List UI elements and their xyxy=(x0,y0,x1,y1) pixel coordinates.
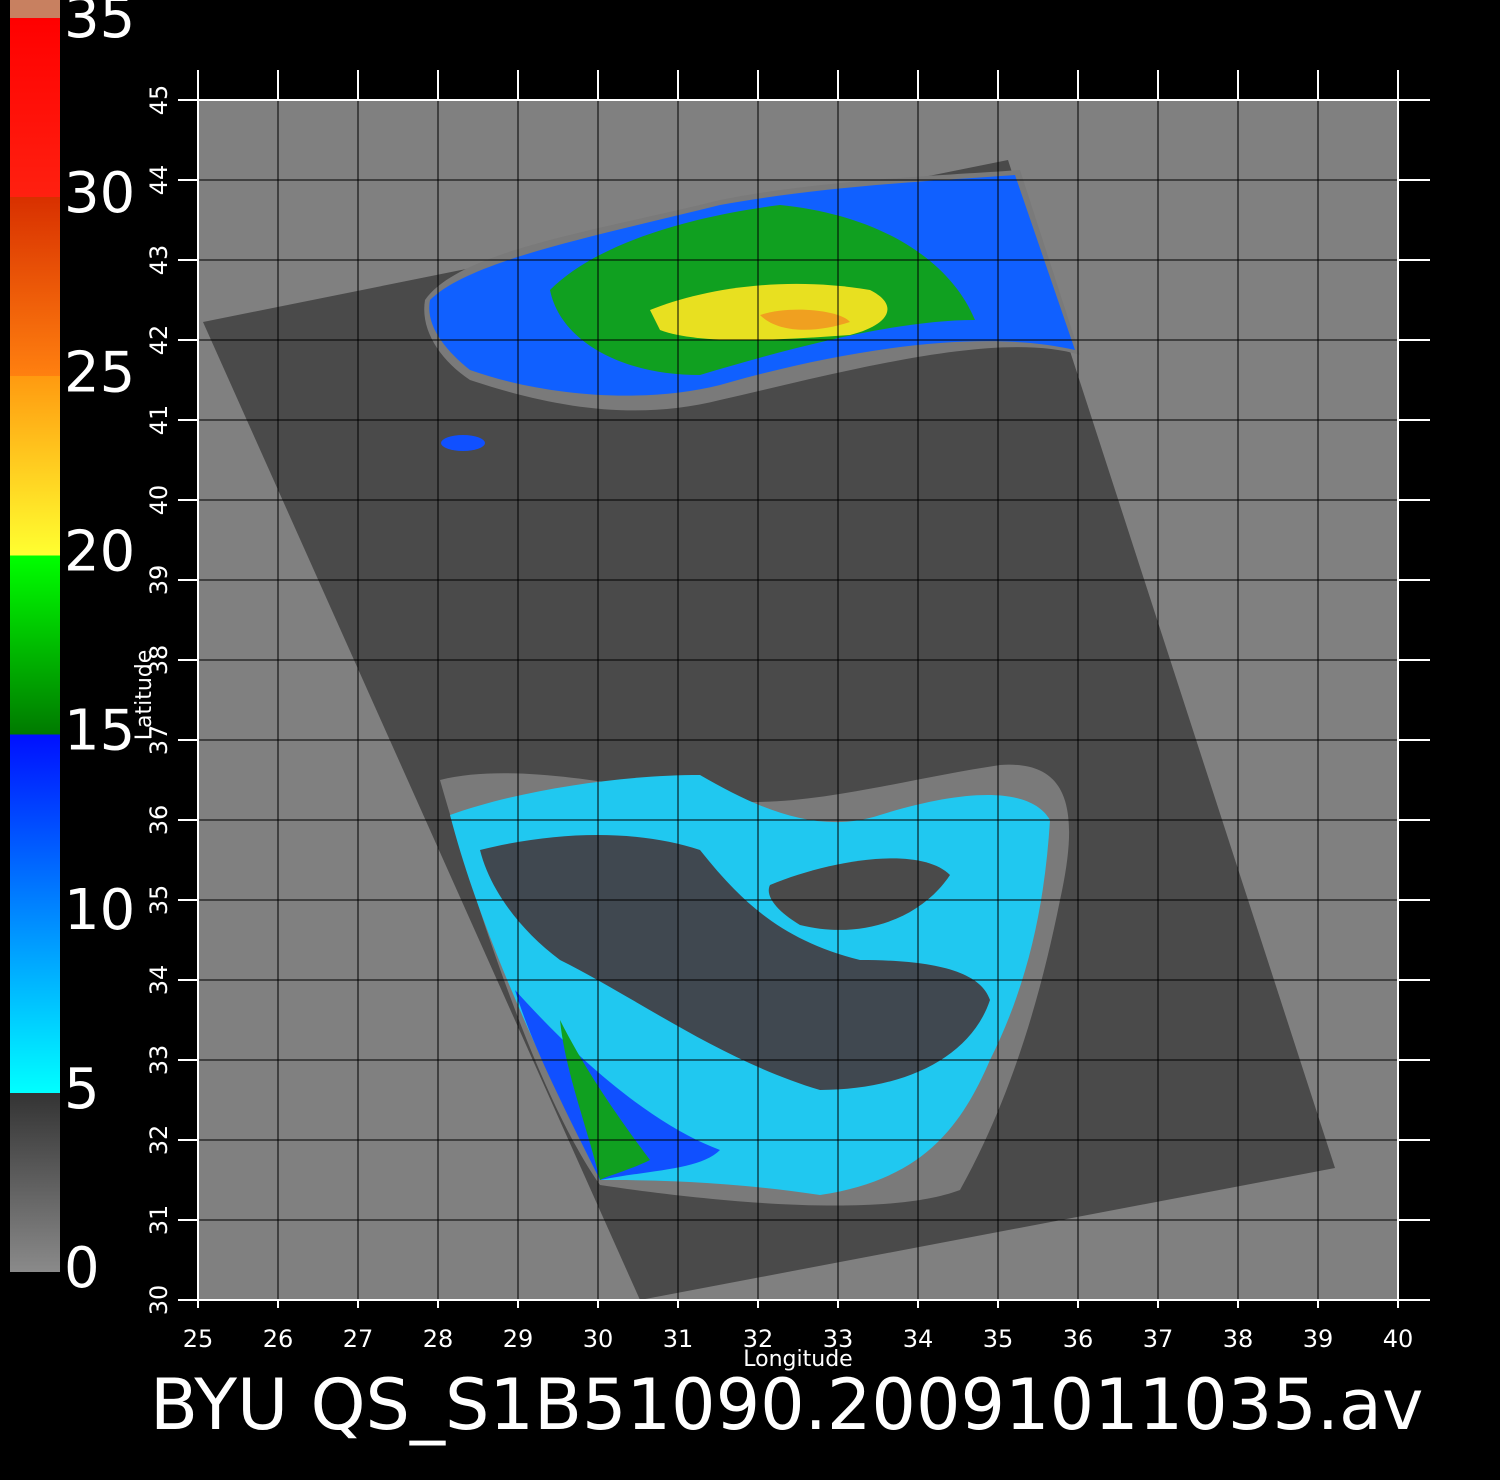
map-title: BYU QS_S1B51090.20091011035.av xyxy=(150,1364,1423,1446)
colorbar-tick-label: 25 xyxy=(64,340,135,405)
x-tick-label: 29 xyxy=(503,1325,534,1353)
colorbar-tick-label: 0 xyxy=(64,1236,100,1301)
x-tick-label: 39 xyxy=(1303,1325,1334,1353)
y-tick-label: 38 xyxy=(145,645,173,676)
north-max-winds xyxy=(760,309,850,330)
y-tick-label: 36 xyxy=(145,805,173,836)
south-coastal-jet xyxy=(515,990,720,1180)
x-tick-label: 40 xyxy=(1383,1325,1414,1353)
island-shadow xyxy=(768,858,950,930)
y-tick-label: 43 xyxy=(145,245,173,276)
colorbar-tick-label: 30 xyxy=(64,161,135,226)
x-tick-label: 38 xyxy=(1223,1325,1254,1353)
x-tick-label: 32 xyxy=(743,1325,774,1353)
x-tick-label: 30 xyxy=(583,1325,614,1353)
y-tick-label: 39 xyxy=(145,565,173,596)
y-tick-label: 44 xyxy=(145,165,173,196)
x-tick-label: 37 xyxy=(1143,1325,1174,1353)
colorbar-tick-label: 35 xyxy=(64,0,135,51)
y-tick-label: 31 xyxy=(145,1205,173,1236)
colorbar-tick-label: 15 xyxy=(64,699,135,764)
y-tick-label: 35 xyxy=(145,885,173,916)
y-tick-label: 33 xyxy=(145,1045,173,1076)
x-tick-label: 33 xyxy=(823,1325,854,1353)
y-tick-label: 42 xyxy=(145,325,173,356)
y-tick-label: 32 xyxy=(145,1125,173,1156)
x-tick-label: 36 xyxy=(1063,1325,1094,1353)
x-tick-label: 25 xyxy=(183,1325,214,1353)
colorbar xyxy=(10,0,60,1272)
y-tick-label: 34 xyxy=(145,965,173,996)
y-tick-label: 30 xyxy=(145,1285,173,1316)
x-tick-label: 26 xyxy=(263,1325,294,1353)
y-tick-label: 45 xyxy=(145,85,173,116)
x-axis-label: Longitude xyxy=(743,1347,852,1372)
x-tick-label: 35 xyxy=(983,1325,1014,1353)
x-tick-label: 31 xyxy=(663,1325,694,1353)
swath xyxy=(203,160,1335,1300)
colorbar-tick-label: 5 xyxy=(64,1057,100,1122)
x-tick-label: 28 xyxy=(423,1325,454,1353)
x-tick-label: 34 xyxy=(903,1325,934,1353)
y-tick-label: 40 xyxy=(145,485,173,516)
y-tick-label: 37 xyxy=(145,725,173,756)
swath-footprint xyxy=(203,160,1335,1300)
plot-frame xyxy=(197,99,1399,1301)
colorbar-tick-label: 10 xyxy=(64,878,135,943)
y-tick-label: 41 xyxy=(145,405,173,436)
south-weak-winds xyxy=(480,835,990,1090)
colorbar-tick-label: 20 xyxy=(64,520,135,585)
y-axis-label: Latitude xyxy=(132,650,157,741)
x-tick-label: 27 xyxy=(343,1325,374,1353)
wind-patch xyxy=(441,435,485,451)
